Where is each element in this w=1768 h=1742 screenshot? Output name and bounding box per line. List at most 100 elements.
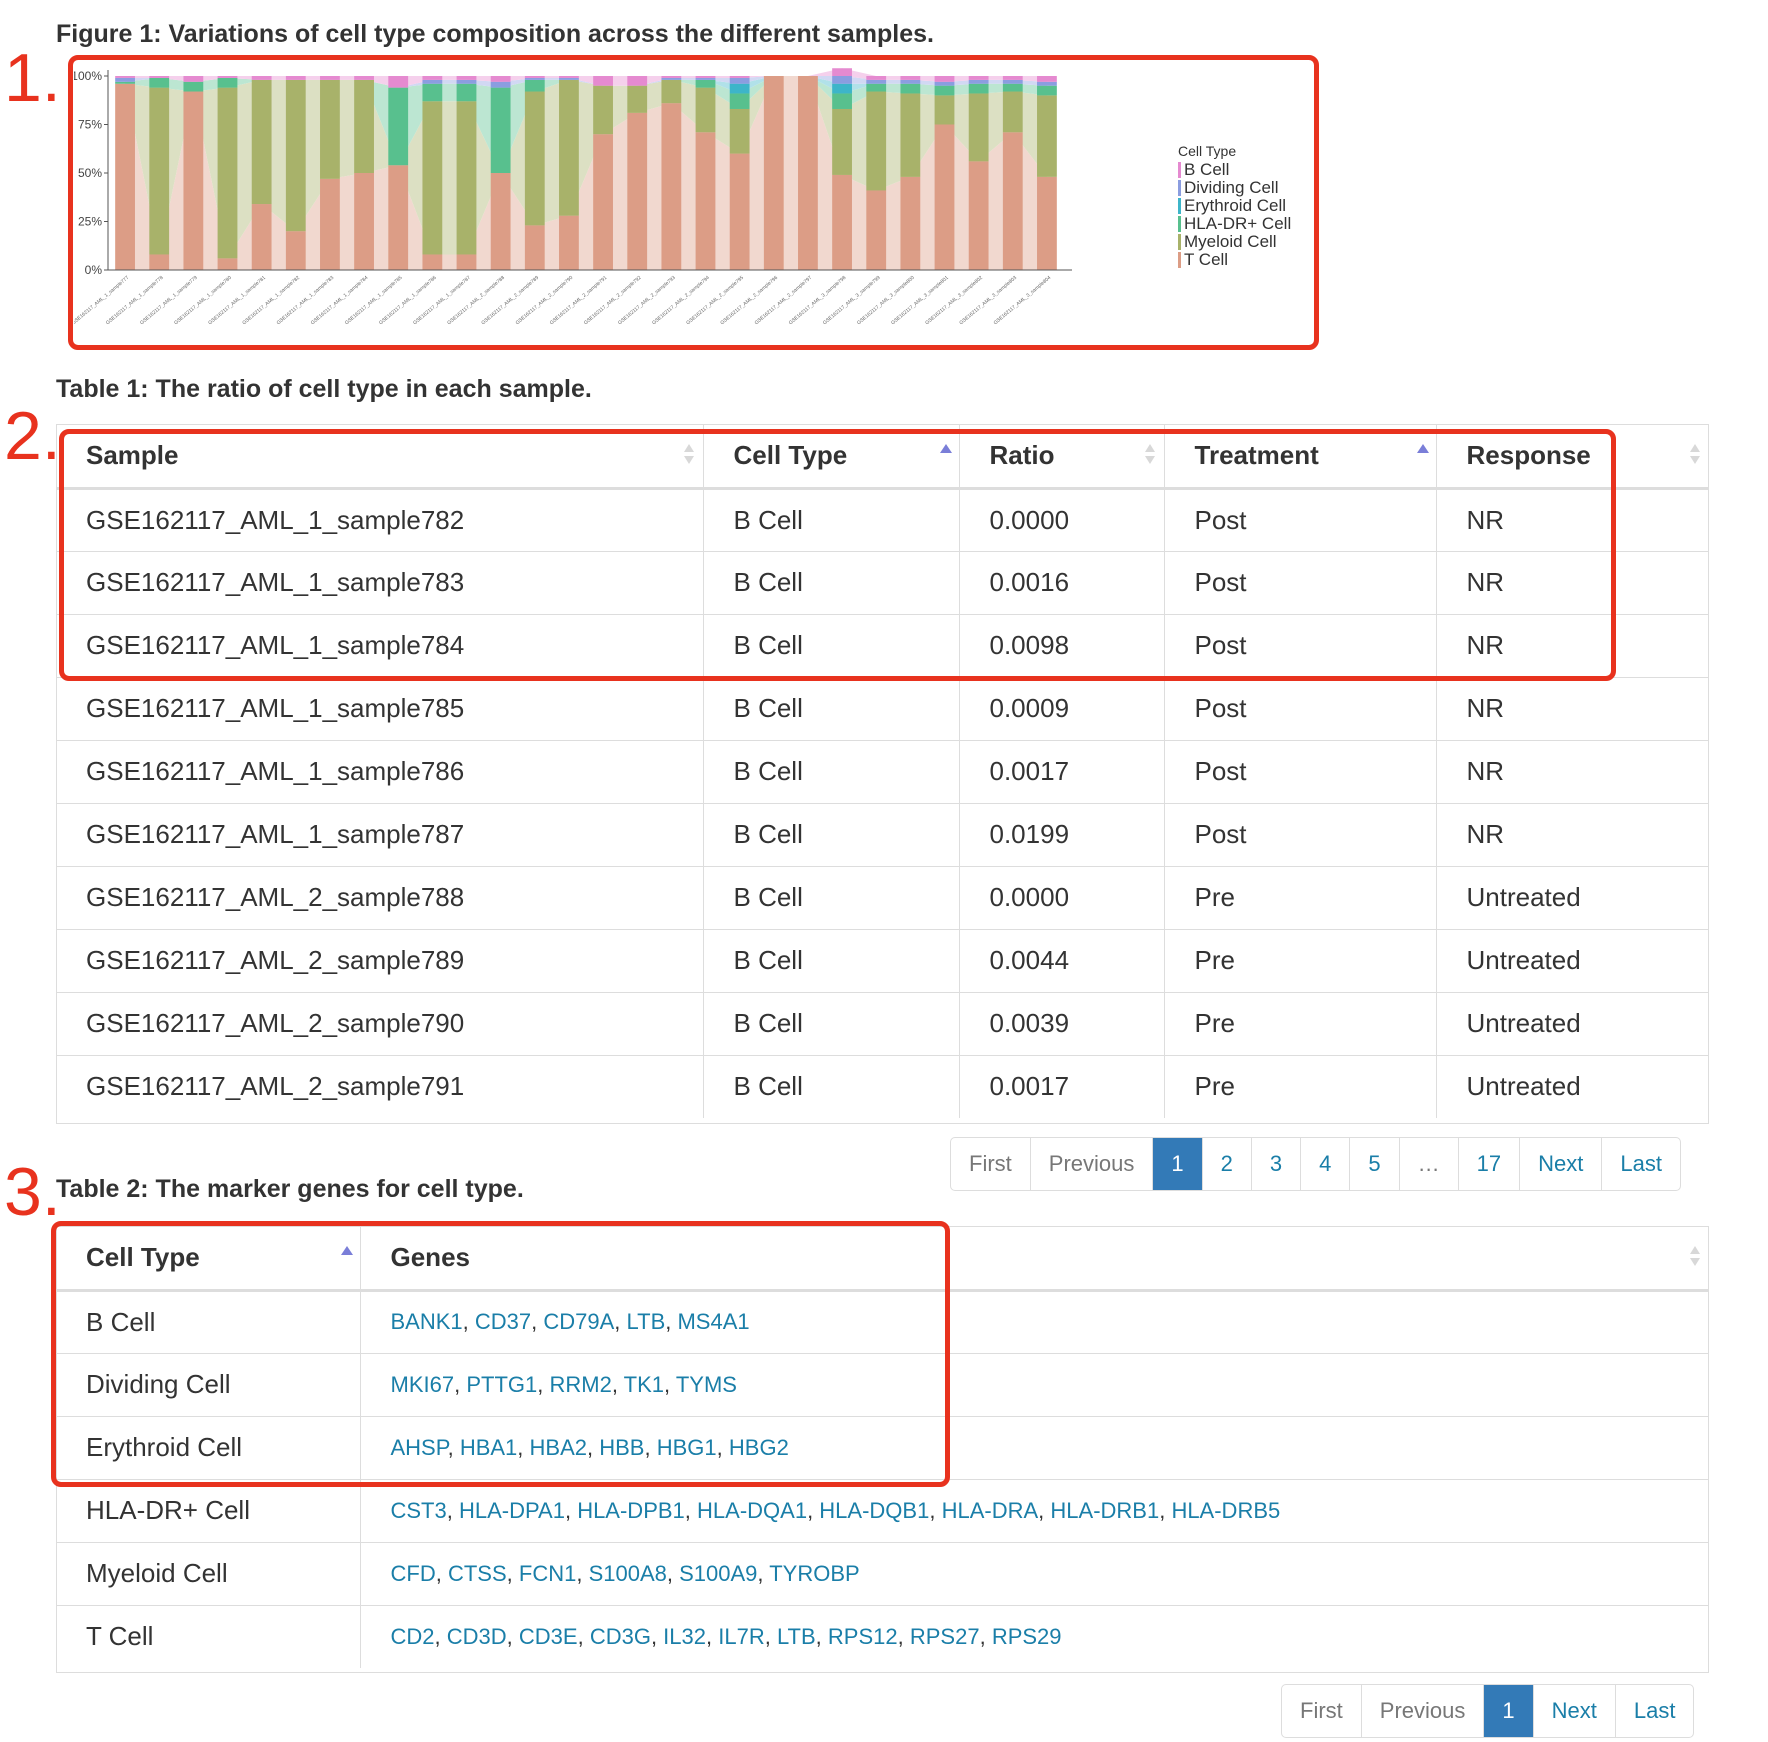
bar-segment — [320, 79, 340, 179]
gene-link[interactable]: HLA-DRA — [941, 1497, 1039, 1523]
gene-link[interactable]: CD3D — [446, 1623, 507, 1649]
table-row: GSE162117_AML_1_sample786 B Cell 0.0017 Pos… — [56, 739, 1709, 803]
bar-segment — [1037, 95, 1057, 177]
cell-ratio: 0.0044 — [959, 928, 1165, 992]
page-button-2[interactable]: 2 — [1203, 1138, 1252, 1190]
sort-icon — [1689, 1244, 1701, 1270]
gene-link[interactable]: CD3G — [589, 1623, 651, 1649]
gene-link[interactable]: CD79A — [543, 1309, 615, 1334]
gene-link[interactable]: RRM2 — [549, 1371, 612, 1397]
gene-link[interactable]: RPS29 — [991, 1623, 1062, 1649]
cell-sample: GSE162117_AML_2_sample789 — [56, 928, 704, 992]
first-page-button[interactable]: First — [951, 1138, 1031, 1190]
gene-link[interactable]: RPS27 — [909, 1623, 980, 1649]
first-page-button[interactable]: First — [1282, 1685, 1362, 1737]
cell-genes: BANK1, CD37, CD79A, LTB, MS4A1 — [360, 1289, 1709, 1353]
cell-cell-type: HLA-DR+ Cell — [56, 1478, 361, 1542]
page-button-5[interactable]: 5 — [1350, 1138, 1400, 1190]
gene-link[interactable]: CD3E — [518, 1623, 578, 1649]
gene-link[interactable]: IL7R — [718, 1623, 765, 1649]
bar-segment — [900, 176, 921, 270]
gene-link[interactable]: BANK1 — [390, 1309, 463, 1334]
gene-link[interactable]: MKI67 — [390, 1371, 455, 1397]
cell-sample: GSE162117_AML_1_sample783 — [56, 550, 704, 614]
gene-link[interactable]: TYROBP — [769, 1560, 860, 1586]
bar-segment — [627, 85, 648, 113]
page-button-4[interactable]: 4 — [1301, 1138, 1351, 1190]
last-page-button[interactable]: Last — [1620, 1151, 1662, 1176]
bar-segment — [798, 76, 818, 270]
gene-link[interactable]: TK1 — [623, 1371, 664, 1397]
gene-link[interactable]: FCN1 — [518, 1560, 577, 1586]
table1-title: Table 1: The ratio of cell type in each … — [56, 375, 592, 403]
gene-link[interactable]: RPS12 — [827, 1623, 898, 1649]
bar-segment — [490, 87, 511, 173]
gene-link[interactable]: HLA-DQA1 — [697, 1497, 808, 1523]
previous-page-button[interactable]: Previous — [1031, 1138, 1154, 1190]
column-header-cell-type[interactable]: Cell Type — [703, 424, 960, 490]
figure-title: Figure 1: Variations of cell type compos… — [56, 20, 935, 48]
column-header-response[interactable]: Response — [1436, 424, 1709, 490]
cell-ratio: 0.0098 — [959, 613, 1165, 677]
column-header-treatment[interactable]: Treatment — [1164, 424, 1437, 490]
gene-link[interactable]: LTB — [626, 1309, 666, 1334]
page-button-1[interactable]: 1 — [1484, 1685, 1534, 1737]
page-button-1[interactable]: 1 — [1153, 1138, 1203, 1190]
gene-link[interactable]: S100A8 — [588, 1560, 667, 1586]
cell-treatment: Pre — [1164, 1054, 1437, 1118]
bar-segment — [832, 93, 852, 109]
cell-treatment: Pre — [1164, 928, 1437, 992]
gene-link[interactable]: CTSS — [447, 1560, 507, 1586]
gene-link[interactable]: HBA2 — [529, 1434, 588, 1460]
gene-link[interactable]: MS4A1 — [677, 1309, 750, 1334]
bar-segment — [900, 76, 921, 80]
gene-link[interactable]: S100A9 — [679, 1560, 758, 1586]
page-button-3[interactable]: 3 — [1252, 1138, 1302, 1190]
cell-cell-type: B Cell — [703, 613, 960, 677]
legend-swatch — [1178, 216, 1181, 232]
column-header-sample[interactable]: Sample — [56, 424, 704, 490]
gene-link[interactable]: LTB — [776, 1623, 816, 1649]
y-tick-label: 100% — [74, 69, 102, 83]
cell-response: Untreated — [1436, 928, 1709, 992]
gene-link[interactable]: HBB — [599, 1434, 645, 1460]
table-row: GSE162117_AML_1_sample784 B Cell 0.0098 Pos… — [56, 613, 1709, 677]
gene-link[interactable]: TYMS — [675, 1371, 737, 1397]
column-header-cell-type[interactable]: Cell Type — [56, 1226, 361, 1292]
y-tick-label: 50% — [78, 166, 102, 180]
column-header-ratio[interactable]: Ratio — [959, 424, 1165, 490]
gene-link[interactable]: HLA-DRB1 — [1050, 1497, 1160, 1523]
x-tick-label: GSE162117_AML_3_sample799 — [822, 275, 882, 326]
x-tick-label: GSE162117_AML_2_sample790 — [515, 275, 575, 326]
bar-segment — [832, 68, 852, 76]
gene-link[interactable]: IL32 — [663, 1623, 706, 1649]
bar-segment — [1037, 76, 1057, 82]
gene-link[interactable]: PTTG1 — [466, 1371, 538, 1397]
gene-link[interactable]: HLA-DRB5 — [1171, 1497, 1281, 1523]
page-button-17[interactable]: 17 — [1459, 1138, 1521, 1190]
gene-link[interactable]: CD37 — [474, 1309, 532, 1334]
bar-segment — [695, 87, 716, 133]
bar-segment — [183, 76, 204, 82]
previous-page-button[interactable]: Previous — [1362, 1685, 1485, 1737]
chart-legend: Cell Type B Cell Dividing Cell Erythroid C… — [1178, 143, 1291, 269]
gene-link[interactable]: CD2 — [390, 1623, 435, 1649]
gene-link[interactable]: HLA-DQB1 — [819, 1497, 930, 1523]
cell-treatment: Post — [1164, 550, 1437, 614]
cell-cell-type: B Cell — [703, 802, 960, 866]
gene-link[interactable]: HBG1 — [656, 1434, 717, 1460]
x-tick-label: GSE162117_AML_1_sample787 — [412, 275, 472, 326]
gene-link[interactable]: HBG2 — [728, 1434, 789, 1460]
gene-link[interactable]: HLA-DPA1 — [458, 1497, 565, 1523]
column-header-genes[interactable]: Genes — [360, 1226, 1709, 1292]
last-page-button[interactable]: Last — [1633, 1698, 1676, 1723]
gene-link[interactable]: CFD — [390, 1560, 436, 1586]
gene-link[interactable]: HLA-DPB1 — [577, 1497, 685, 1523]
gene-link[interactable]: CST3 — [390, 1497, 447, 1523]
next-page-button[interactable]: Next — [1534, 1685, 1616, 1737]
bar-segment — [456, 101, 477, 255]
gene-link[interactable]: AHSP — [390, 1434, 448, 1460]
gene-link[interactable]: HBA1 — [459, 1434, 518, 1460]
table-row: GSE162117_AML_1_sample787 B Cell 0.0199 Pos… — [56, 802, 1709, 866]
next-page-button[interactable]: Next — [1520, 1138, 1603, 1190]
